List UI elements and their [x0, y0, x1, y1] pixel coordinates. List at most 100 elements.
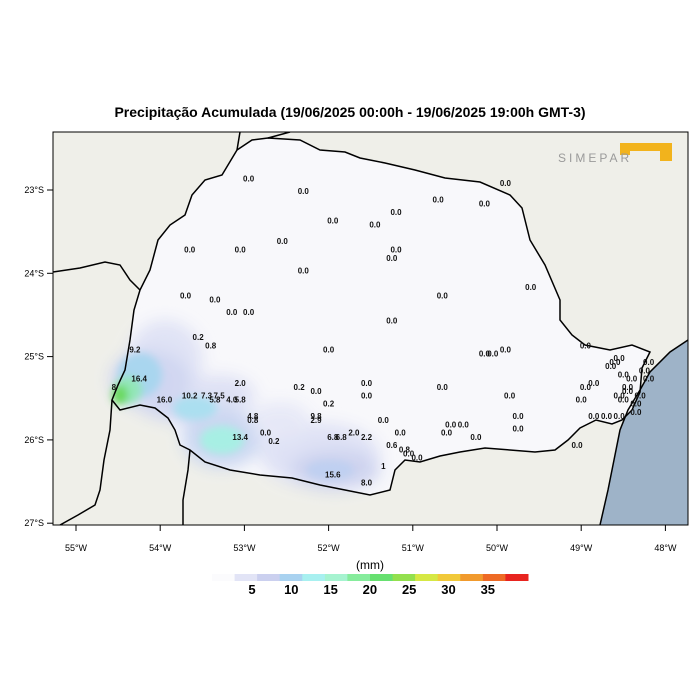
station-value: 0.0 [369, 221, 381, 230]
x-tick-label: 48°W [654, 543, 677, 553]
station-value: 16.4 [131, 375, 147, 384]
colorbar-cell [370, 574, 394, 581]
colorbar-cell [505, 574, 529, 581]
station-value: 0.0 [403, 450, 415, 459]
station-value: 0.0 [500, 345, 512, 354]
station-value: 0.2 [193, 333, 205, 342]
parana-border [111, 137, 652, 496]
station-value: 0.6 [386, 441, 398, 450]
y-tick-label: 23°S [24, 185, 44, 195]
longitude-axis: 55°W 54°W 53°W 52°W 51°W 50°W 49°W 48°W [65, 525, 677, 553]
colorbar-cell [324, 574, 348, 581]
station-value: 1 [381, 462, 386, 471]
station-value: 0.0 [626, 375, 638, 384]
station-value: 0.0 [235, 246, 247, 255]
station-value: 0.0 [512, 425, 524, 434]
colorbar-tick-label: 5 [248, 582, 255, 597]
station-value: 0.0 [614, 391, 626, 400]
station-value: 4.0 [226, 395, 238, 404]
latitude-axis: 23°S 24°S 25°S 26°S 27°S [24, 185, 53, 528]
station-value: 0.0 [386, 254, 398, 263]
y-tick-label: 27°S [24, 518, 44, 528]
station-value: 0.0 [298, 266, 310, 275]
station-value: 0.0 [445, 420, 457, 429]
station-value: 0.0 [588, 379, 600, 388]
station-value: 0.0 [437, 291, 449, 300]
colorbar-cell [279, 574, 303, 581]
station-value: 0.0 [361, 379, 373, 388]
colorbar-cell [392, 574, 416, 581]
x-tick-label: 50°W [486, 543, 509, 553]
sp-border [236, 132, 291, 151]
station-value: 5.8 [235, 395, 247, 404]
station-value: 0.0 [479, 350, 491, 359]
precipitation-field [110, 320, 380, 490]
station-value: 0.0 [243, 308, 255, 317]
ms-border [53, 261, 141, 291]
map-frame [52, 131, 689, 526]
colorbar: (mm) 5 10 15 20 25 30 35 [212, 558, 529, 597]
station-value: 9.8 [310, 412, 322, 421]
station-value: 0.0 [386, 316, 398, 325]
colorbar-cell [212, 574, 236, 581]
colorbar-title: (mm) [356, 558, 384, 572]
argentina-border [182, 449, 191, 525]
station-value: 5.8 [209, 395, 221, 404]
station-value: 0.0 [390, 246, 402, 255]
station-value: 0.0 [323, 345, 335, 354]
station-values: 0.00.00.0 0.00.00.0 0.00.00.0 0.00.00.00.00… [112, 175, 655, 488]
y-tick-label: 26°S [24, 435, 44, 445]
station-value: 0.0 [390, 208, 402, 217]
station-value: 0.2 [294, 383, 306, 392]
station-value: 0.0 [643, 358, 655, 367]
x-tick-label: 53°W [233, 543, 256, 553]
colorbar-tick-label: 10 [284, 582, 298, 597]
colorbar-cell [460, 574, 484, 581]
station-value: 0.0 [630, 400, 642, 409]
map-title: Precipitação Acumulada (19/06/2025 00:00… [114, 104, 586, 120]
colorbar-tick-label: 20 [363, 582, 377, 597]
station-value: 4.8 [247, 412, 259, 421]
station-value: 6.8 [336, 433, 348, 442]
station-value: 0.0 [630, 408, 642, 417]
map-area: 0.00.00.0 0.00.00.0 0.00.00.0 0.00.00.00.00… [53, 132, 688, 525]
station-value: 0.0 [504, 391, 516, 400]
station-value: 0.8 [247, 416, 259, 425]
colorbar-tick-label: 35 [481, 582, 495, 597]
station-value: 8 [112, 383, 117, 392]
colorbar-cell [415, 574, 439, 581]
station-value: 0.0 [525, 283, 537, 292]
ocean-area [600, 340, 688, 525]
station-value: 0.0 [609, 358, 621, 367]
simepar-logo: SIMEPAR [558, 143, 672, 165]
station-value: 0.0 [601, 412, 613, 421]
station-value: 0.0 [622, 387, 634, 396]
station-value: 0.0 [458, 420, 470, 429]
station-value: 0.0 [243, 175, 255, 184]
station-value: 7.5 [214, 391, 226, 400]
colorbar-ticks: 5 10 15 20 25 30 35 [248, 582, 495, 597]
x-tick-label: 55°W [65, 543, 88, 553]
station-value: 2.0 [235, 379, 247, 388]
colorbar-tick-label: 30 [441, 582, 455, 597]
station-value: 0.2 [268, 437, 280, 446]
logo-text: SIMEPAR [558, 151, 632, 165]
station-value: 0.0 [361, 391, 373, 400]
y-tick-label: 24°S [24, 268, 44, 278]
station-value: 0.0 [411, 454, 423, 463]
station-value: 0.0 [500, 179, 512, 188]
station-value: 0.0 [643, 375, 655, 384]
station-value: 0.0 [310, 387, 322, 396]
station-value: 0.0 [441, 429, 453, 438]
station-value: 0.0 [580, 341, 592, 350]
colorbar-tick-label: 25 [402, 582, 416, 597]
station-value: 0.0 [487, 350, 499, 359]
y-tick-label: 25°S [24, 352, 44, 362]
x-tick-label: 54°W [149, 543, 172, 553]
station-value: 0.0 [479, 200, 491, 209]
station-value: 0.0 [209, 296, 221, 305]
station-value: 2.2 [361, 433, 373, 442]
colorbar-cells [212, 574, 529, 581]
colorbar-cell [437, 574, 461, 581]
